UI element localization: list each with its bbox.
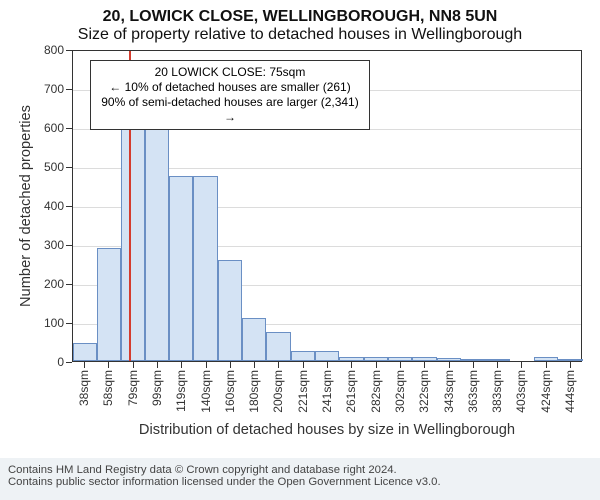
- footer: Contains HM Land Registry data © Crown c…: [0, 458, 600, 500]
- x-tick-label: 322sqm: [417, 370, 431, 413]
- x-tick-label: 79sqm: [126, 370, 140, 406]
- histogram-bar: [145, 104, 169, 361]
- y-tick-label: 200: [36, 277, 64, 291]
- y-tick: [66, 245, 72, 246]
- y-tick: [66, 362, 72, 363]
- x-tick: [570, 362, 571, 368]
- x-tick-label: 160sqm: [223, 370, 237, 413]
- y-tick: [66, 323, 72, 324]
- histogram-bar: [218, 260, 242, 361]
- y-tick-label: 500: [36, 160, 64, 174]
- x-tick-label: 200sqm: [271, 370, 285, 413]
- histogram-bar: [242, 318, 266, 361]
- y-tick-label: 800: [36, 43, 64, 57]
- y-tick: [66, 50, 72, 51]
- histogram-bar: [461, 359, 485, 361]
- x-tick: [521, 362, 522, 368]
- x-tick: [546, 362, 547, 368]
- x-tick-label: 140sqm: [199, 370, 213, 413]
- y-tick: [66, 128, 72, 129]
- histogram-bar: [364, 357, 388, 361]
- x-tick-label: 403sqm: [514, 370, 528, 413]
- x-tick-label: 99sqm: [150, 370, 164, 406]
- y-tick-label: 400: [36, 199, 64, 213]
- y-tick: [66, 284, 72, 285]
- y-tick-label: 0: [36, 355, 64, 369]
- annotation-box: 20 LOWICK CLOSE: 75sqm ← 10% of detached…: [90, 60, 370, 130]
- x-tick: [84, 362, 85, 368]
- histogram-bar: [266, 332, 291, 361]
- x-tick: [497, 362, 498, 368]
- x-tick-label: 119sqm: [174, 370, 188, 412]
- y-tick: [66, 167, 72, 168]
- histogram-bar: [534, 357, 558, 361]
- y-tick-label: 100: [36, 316, 64, 330]
- histogram-bar: [485, 359, 510, 361]
- x-tick-label: 383sqm: [490, 370, 504, 413]
- x-tick: [181, 362, 182, 368]
- x-tick: [206, 362, 207, 368]
- y-axis-label: Number of detached properties: [18, 50, 34, 362]
- x-tick: [327, 362, 328, 368]
- histogram-bar: [169, 176, 193, 361]
- x-tick: [400, 362, 401, 368]
- chart-container: 20, LOWICK CLOSE, WELLINGBOROUGH, NN8 5U…: [0, 0, 600, 500]
- x-tick: [230, 362, 231, 368]
- histogram-bar: [73, 343, 97, 361]
- histogram-bar: [315, 351, 339, 361]
- histogram-bar: [339, 357, 364, 361]
- histogram-bar: [558, 359, 583, 361]
- histogram-bar: [388, 357, 412, 361]
- x-tick-label: 343sqm: [442, 370, 456, 413]
- x-tick-label: 38sqm: [77, 370, 91, 406]
- histogram-bar: [412, 357, 437, 361]
- x-tick: [278, 362, 279, 368]
- y-tick-label: 700: [36, 82, 64, 96]
- x-tick-label: 282sqm: [369, 370, 383, 413]
- x-tick-label: 58sqm: [101, 370, 115, 406]
- x-tick-label: 261sqm: [344, 370, 358, 413]
- x-tick: [157, 362, 158, 368]
- x-tick: [449, 362, 450, 368]
- x-tick-label: 221sqm: [296, 370, 310, 413]
- y-tick-label: 600: [36, 121, 64, 135]
- x-tick-label: 302sqm: [393, 370, 407, 413]
- x-axis-label: Distribution of detached houses by size …: [72, 422, 582, 438]
- x-tick-label: 363sqm: [466, 370, 480, 413]
- x-tick: [376, 362, 377, 368]
- x-tick-label: 444sqm: [563, 370, 577, 413]
- chart-title-line1: 20, LOWICK CLOSE, WELLINGBOROUGH, NN8 5U…: [0, 0, 600, 26]
- x-tick: [303, 362, 304, 368]
- histogram-bar: [193, 176, 218, 361]
- x-tick-label: 241sqm: [320, 370, 334, 413]
- annotation-line: ← 10% of detached houses are smaller (26…: [97, 80, 363, 95]
- x-tick: [133, 362, 134, 368]
- x-tick-label: 180sqm: [247, 370, 261, 413]
- y-tick: [66, 206, 72, 207]
- footer-line: Contains public sector information licen…: [8, 476, 592, 488]
- histogram-bar: [437, 358, 461, 361]
- x-tick: [424, 362, 425, 368]
- footer-line: Contains HM Land Registry data © Crown c…: [8, 464, 592, 476]
- x-tick: [351, 362, 352, 368]
- x-tick: [108, 362, 109, 368]
- y-tick: [66, 89, 72, 90]
- x-tick-label: 424sqm: [539, 370, 553, 413]
- histogram-bar: [121, 100, 145, 361]
- chart-title-line2: Size of property relative to detached ho…: [0, 26, 600, 44]
- histogram-bar: [291, 351, 315, 361]
- annotation-line: 90% of semi-detached houses are larger (…: [97, 95, 363, 125]
- y-tick-label: 300: [36, 238, 64, 252]
- annotation-line: 20 LOWICK CLOSE: 75sqm: [97, 65, 363, 80]
- histogram-bar: [97, 248, 121, 361]
- x-tick: [473, 362, 474, 368]
- x-tick: [254, 362, 255, 368]
